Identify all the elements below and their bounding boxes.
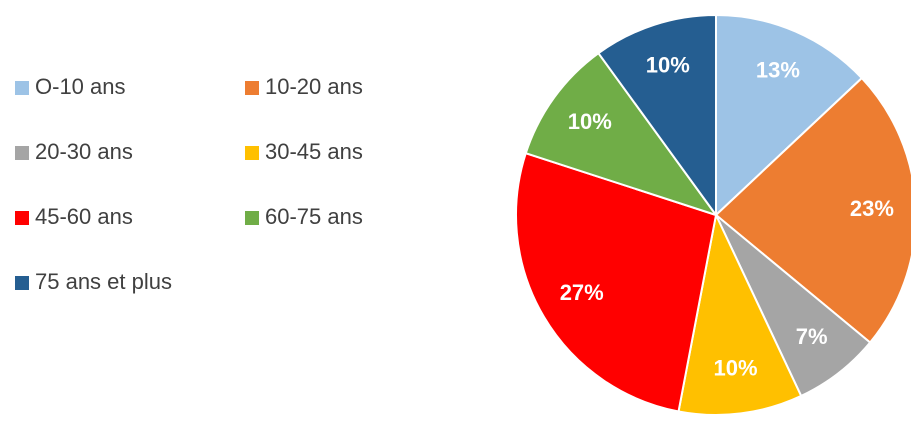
- legend-swatch: [245, 211, 259, 225]
- legend-swatch: [15, 211, 29, 225]
- data-label: 10%: [714, 356, 758, 381]
- data-label: 10%: [646, 52, 690, 77]
- legend-label: 75 ans et plus: [35, 269, 172, 294]
- legend-label: 30-45 ans: [265, 139, 363, 164]
- legend-swatch: [15, 146, 29, 160]
- legend-label: 60-75 ans: [265, 204, 363, 229]
- legend-label: 10-20 ans: [265, 74, 363, 99]
- legend-swatch: [15, 81, 29, 95]
- pie-slice: [714, 76, 911, 344]
- legend-label: 45-60 ans: [35, 204, 133, 229]
- data-label: 27%: [560, 280, 604, 305]
- legend-label: 20-30 ans: [35, 139, 133, 164]
- legend-label: O-10 ans: [35, 74, 126, 99]
- legend-swatch: [245, 81, 259, 95]
- data-label: 10%: [568, 109, 612, 134]
- pie-slice: [677, 211, 803, 416]
- data-label: 13%: [756, 58, 800, 83]
- data-label: 23%: [850, 196, 894, 221]
- data-label: 7%: [796, 324, 828, 349]
- pie-slice: [597, 13, 717, 219]
- pie-slice: [515, 151, 718, 413]
- legend-swatch: [245, 146, 259, 160]
- pie-slice: [524, 51, 719, 217]
- pie-slice: [715, 13, 864, 218]
- legend-swatch: [15, 276, 29, 290]
